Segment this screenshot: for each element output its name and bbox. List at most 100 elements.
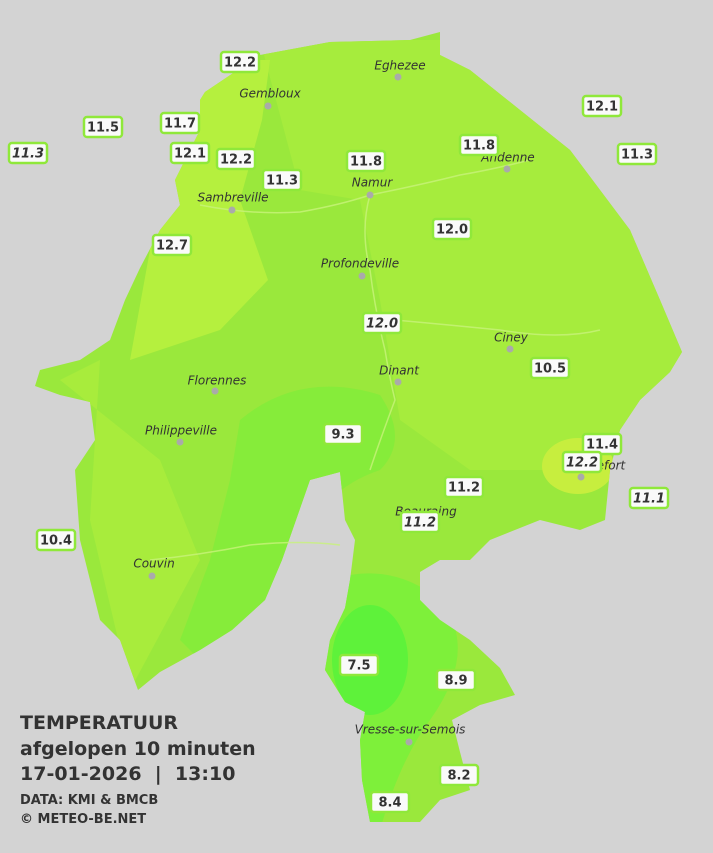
- city-dot: [148, 572, 156, 580]
- station-box: [219, 50, 261, 74]
- station-box: [443, 475, 485, 499]
- station-value: 11.5: [87, 121, 119, 136]
- station-value: 11.4: [586, 438, 618, 453]
- station: 12.1: [169, 141, 211, 165]
- station: 8.4: [369, 790, 411, 814]
- station-value: 12.2: [224, 56, 256, 71]
- city-label: Ciney: [494, 331, 529, 345]
- station: 11.2: [399, 510, 441, 534]
- legend-source: DATA: KMI & BMCB: [20, 793, 158, 808]
- station-box: [361, 311, 403, 335]
- station: 12.2: [561, 450, 603, 474]
- city-dot: [176, 438, 184, 446]
- city-dot: [366, 191, 374, 199]
- station: 11.3: [616, 142, 658, 166]
- station-value: 11.3: [621, 148, 653, 163]
- city-dot: [503, 165, 511, 173]
- station-value: 12.7: [156, 239, 188, 254]
- city-dot: [358, 272, 366, 280]
- station: 9.3: [322, 422, 364, 446]
- station: 11.3: [261, 168, 303, 192]
- station-value: 11.2: [448, 481, 480, 496]
- station-value: 10.4: [40, 534, 72, 549]
- station-box: [261, 168, 303, 192]
- station: 12.0: [361, 311, 403, 335]
- field-zone: [60, 360, 200, 690]
- station: 12.1: [581, 94, 623, 118]
- station-value: 11.8: [350, 155, 382, 170]
- station-value: 8.9: [444, 674, 467, 689]
- station-value: 7.5: [347, 659, 370, 674]
- station: 11.5: [82, 115, 124, 139]
- station-box: [338, 653, 380, 677]
- station-value: 11.2: [404, 516, 436, 531]
- city-label: Eghezee: [374, 59, 425, 73]
- station-value: 12.1: [586, 100, 618, 115]
- station: 7.5: [338, 653, 380, 677]
- station: 11.7: [159, 111, 201, 135]
- station-value: 8.4: [378, 796, 401, 811]
- city-label: Vresse-sur-Semois: [355, 723, 466, 737]
- station-value: 12.1: [174, 147, 206, 162]
- city-dot: [211, 387, 219, 395]
- legend-title: TEMPERATUUR: [20, 712, 178, 734]
- station-value: 11.7: [164, 117, 196, 132]
- station: 10.5: [529, 356, 571, 380]
- station-value: 9.3: [331, 428, 354, 443]
- station-box: [561, 450, 603, 474]
- station: 11.4: [581, 432, 623, 456]
- station: 11.1: [628, 486, 670, 510]
- station-box: [7, 141, 49, 165]
- city-label: Couvin: [133, 557, 174, 571]
- station: 8.9: [435, 668, 477, 692]
- station-box: [616, 142, 658, 166]
- legend: TEMPERATUUR afgelopen 10 minuten 17-01-2…: [20, 712, 256, 827]
- station: 12.2: [219, 50, 261, 74]
- station: 11.2: [443, 475, 485, 499]
- station: 12.7: [151, 233, 193, 257]
- station-box: [215, 147, 257, 171]
- station-box: [431, 217, 473, 241]
- city-dot: [506, 345, 514, 353]
- station: 8.2: [438, 763, 480, 787]
- station-box: [438, 763, 480, 787]
- city-label: Sambreville: [197, 191, 268, 205]
- station-box: [458, 133, 500, 157]
- station: 11.8: [458, 133, 500, 157]
- field-zone: [180, 386, 395, 660]
- city-dot: [228, 206, 236, 214]
- city-dot: [405, 738, 413, 746]
- legend-copyright: © METEO-BE.NET: [20, 812, 146, 827]
- station-value: 12.0: [366, 317, 398, 332]
- station-box: [35, 528, 77, 552]
- station-value: 8.2: [447, 769, 470, 784]
- city-label: Gembloux: [239, 87, 301, 101]
- city-label: Dinant: [379, 364, 420, 378]
- city-label: Philippeville: [145, 424, 217, 438]
- city-label: Namur: [352, 176, 394, 190]
- city-dot: [264, 102, 272, 110]
- legend-timestamp: 17-01-2026 | 13:10: [20, 763, 235, 785]
- station-value: 11.1: [633, 492, 665, 507]
- city-dot: [577, 473, 585, 481]
- station-value: 12.0: [436, 223, 468, 238]
- station-box: [169, 141, 211, 165]
- station-box: [399, 510, 441, 534]
- station-box: [581, 94, 623, 118]
- station-value: 11.3: [12, 147, 44, 162]
- station-box: [159, 111, 201, 135]
- station: 12.2: [215, 147, 257, 171]
- stations: 12.2 11.5 11.7 11.3 12.1 12.2 11.3 11.8 11.8 12.1…: [7, 50, 670, 814]
- station-box: [345, 149, 387, 173]
- station-box: [151, 233, 193, 257]
- station: 12.0: [431, 217, 473, 241]
- station: 10.4: [35, 528, 77, 552]
- station: 11.8: [345, 149, 387, 173]
- city-label: Florennes: [188, 374, 247, 388]
- station-box: [529, 356, 571, 380]
- station-value: 10.5: [534, 362, 566, 377]
- legend-subtitle: afgelopen 10 minuten: [20, 738, 256, 760]
- station-value: 12.2: [566, 456, 598, 471]
